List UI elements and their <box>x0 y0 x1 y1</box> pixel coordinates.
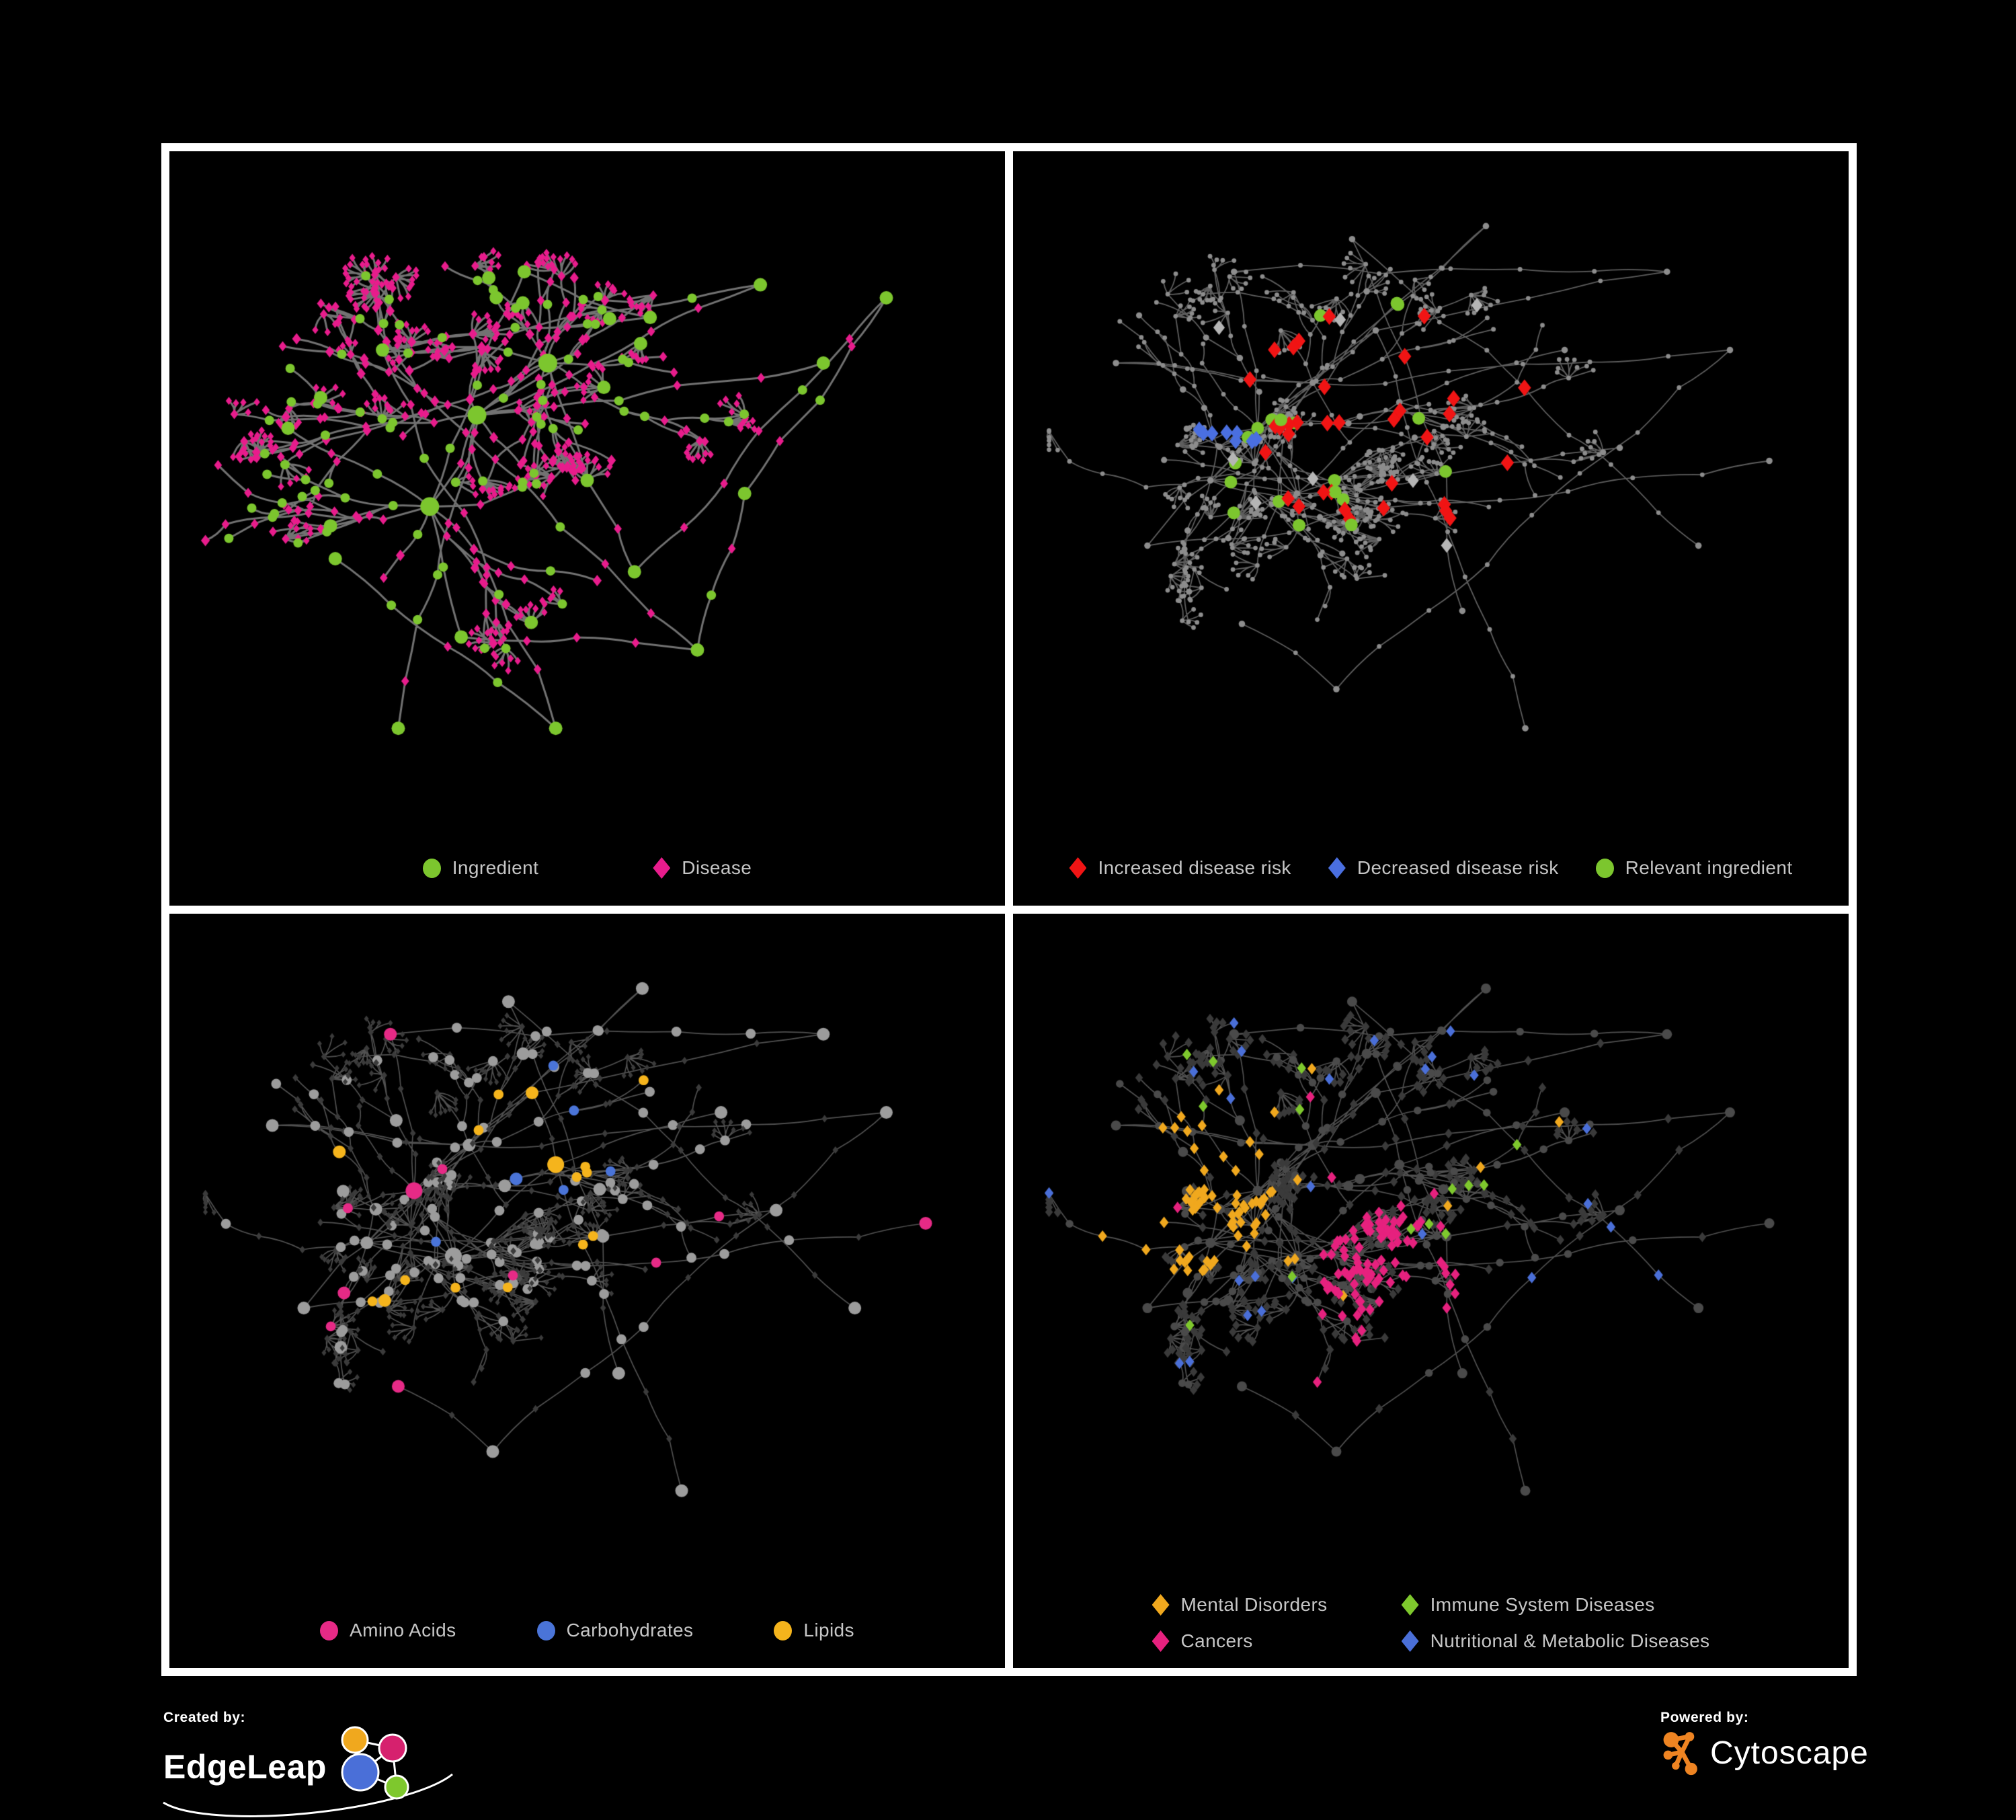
legend-item-amino-acids: Amino Acids <box>320 1620 456 1641</box>
panel-disease-classes: Mental Disorders Immune System Diseases … <box>1013 914 1849 1668</box>
cytoscape-branding: Powered by: Cytoscape <box>1660 1710 1869 1777</box>
legend-item-cancers: Cancers <box>1152 1630 1328 1652</box>
disease-diamond-icon <box>653 857 671 879</box>
cytoscape-wordmark: Cytoscape <box>1710 1735 1869 1771</box>
edgeleap-node-orange <box>341 1726 369 1754</box>
ingredient-circle-icon <box>422 858 441 878</box>
cytoscape-logo: Cytoscape <box>1660 1729 1869 1777</box>
edgeleap-wordmark: EdgeLeap <box>163 1748 327 1786</box>
network-canvas-disease-classes <box>1013 914 1849 1668</box>
legend-item-disease: Disease <box>653 857 752 879</box>
panel-disease-risk: Increased disease risk Decreased disease… <box>1013 151 1849 906</box>
legend-label-decreased-risk: Decreased disease risk <box>1357 857 1559 878</box>
immune-diseases-diamond-icon <box>1401 1594 1419 1616</box>
legend-item-ingredient: Ingredient <box>422 857 539 879</box>
relevant-ingredient-circle-icon <box>1595 858 1614 878</box>
legend-item-immune-diseases: Immune System Diseases <box>1401 1594 1710 1616</box>
legend-label-mental-disorders: Mental Disorders <box>1180 1594 1328 1615</box>
legend-label-relevant-ingredient: Relevant ingredient <box>1625 857 1793 878</box>
created-by-label: Created by: <box>163 1710 246 1725</box>
legend-item-lipids: Lipids <box>774 1620 854 1641</box>
network-canvas-ingredient-disease <box>169 151 1005 906</box>
network-canvas-disease-risk <box>1013 151 1849 906</box>
edgeleap-swoosh <box>163 1773 453 1817</box>
powered-by-label: Powered by: <box>1660 1710 1749 1725</box>
legend-item-decreased-risk: Decreased disease risk <box>1328 857 1559 879</box>
legend-item-relevant-ingredient: Relevant ingredient <box>1595 857 1793 879</box>
network-canvas-nutrient-classes <box>169 914 1005 1668</box>
legend-disease-risk: Increased disease risk Decreased disease… <box>1013 857 1849 879</box>
legend-item-mental-disorders: Mental Disorders <box>1152 1594 1328 1616</box>
legend-item-nutritional-metabolic: Nutritional & Metabolic Diseases <box>1401 1630 1710 1652</box>
edgeleap-node-green <box>384 1774 409 1800</box>
legend-label-ingredient: Ingredient <box>452 857 539 878</box>
legend-label-immune-diseases: Immune System Diseases <box>1430 1594 1655 1615</box>
amino-acids-circle-icon <box>320 1620 339 1640</box>
legend-label-carbohydrates: Carbohydrates <box>566 1620 694 1640</box>
edgeleap-node-blue <box>341 1753 380 1792</box>
legend-item-increased-risk: Increased disease risk <box>1069 857 1291 879</box>
legend-item-carbohydrates: Carbohydrates <box>536 1620 694 1641</box>
legend-label-lipids: Lipids <box>803 1620 854 1640</box>
legend-label-nutritional-metabolic: Nutritional & Metabolic Diseases <box>1430 1630 1710 1651</box>
edgeleap-logo: EdgeLeap <box>163 1726 453 1817</box>
legend-label-cancers: Cancers <box>1180 1630 1253 1651</box>
edgeleap-branding: Created by: EdgeLeap <box>163 1710 453 1817</box>
legend-label-increased-risk: Increased disease risk <box>1098 857 1291 878</box>
panel-ingredient-disease: Ingredient Disease <box>169 151 1005 906</box>
legend-disease-classes: Mental Disorders Immune System Diseases … <box>1013 1594 1849 1652</box>
nutritional-metabolic-diamond-icon <box>1401 1630 1419 1652</box>
figure-grid: Ingredient Disease Increased disease ris… <box>161 143 1857 1676</box>
cancers-diamond-icon <box>1152 1630 1170 1652</box>
legend-label-amino-acids: Amino Acids <box>350 1620 456 1640</box>
cytoscape-icon <box>1663 1732 1697 1776</box>
edgeleap-network-icon <box>341 1726 409 1800</box>
legend-nutrient-classes: Amino Acids Carbohydrates Lipids <box>169 1620 1005 1641</box>
carbohydrates-circle-icon <box>536 1620 555 1640</box>
panel-nutrient-classes: Amino Acids Carbohydrates Lipids <box>169 914 1005 1668</box>
legend-label-disease: Disease <box>682 857 752 878</box>
mental-disorders-diamond-icon <box>1152 1594 1170 1616</box>
increased-risk-diamond-icon <box>1069 857 1087 879</box>
legend-ingredient-disease: Ingredient Disease <box>169 857 1005 879</box>
decreased-risk-diamond-icon <box>1328 857 1346 879</box>
lipids-circle-icon <box>774 1620 793 1640</box>
edgeleap-node-pink <box>378 1733 407 1763</box>
